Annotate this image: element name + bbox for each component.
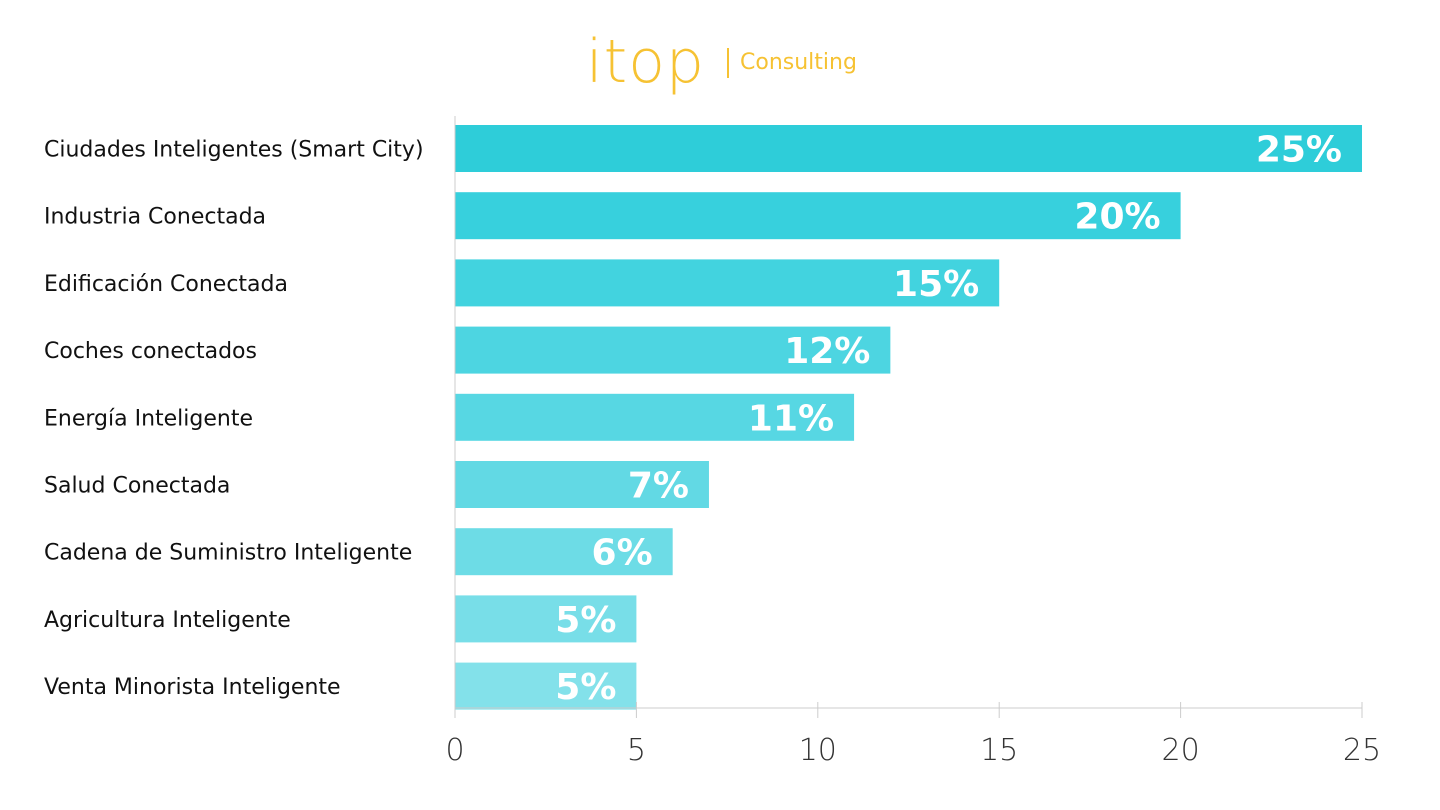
logo-brand-text: itop <box>586 27 705 97</box>
value-label: 11% <box>748 398 834 439</box>
bar <box>455 192 1181 240</box>
category-label: Agricultura Inteligente <box>44 608 291 633</box>
category-labels-group: Ciudades Inteligentes (Smart City) Indust… <box>44 138 424 701</box>
x-tick-label: 25 <box>1343 733 1381 768</box>
bar <box>455 125 1362 172</box>
value-label: 5% <box>555 667 616 708</box>
value-label: 6% <box>592 533 653 574</box>
logo-divider <box>727 48 729 78</box>
x-tick-label: 15 <box>980 733 1018 768</box>
bar <box>455 595 637 643</box>
category-label: Venta Minorista Inteligente <box>44 675 341 700</box>
logo-subtitle: Consulting <box>740 50 857 75</box>
x-tick-label: 10 <box>799 733 837 768</box>
bar <box>455 393 855 441</box>
category-label: Industria Conectada <box>44 205 266 230</box>
category-label: Edificación Conectada <box>44 272 288 297</box>
axes-group: 0 5 10 15 20 25 <box>445 116 1381 768</box>
value-label: 5% <box>555 600 616 641</box>
value-label: 25% <box>1256 130 1342 171</box>
value-label: 12% <box>784 331 870 372</box>
value-labels-group: 25% 20% 15% 12% 11% 7% 6% 5% 5% <box>555 130 1342 709</box>
category-label: Salud Conectada <box>44 474 230 499</box>
category-label: Ciudades Inteligentes (Smart City) <box>44 138 424 163</box>
category-label: Energía Inteligente <box>44 406 253 431</box>
bar <box>455 326 891 374</box>
bar <box>455 528 673 576</box>
itop-consulting-logo: itop Consulting <box>580 27 880 108</box>
bar <box>455 662 637 710</box>
category-label: Cadena de Suministro Inteligente <box>44 541 412 566</box>
x-tick-label: 5 <box>627 733 646 768</box>
value-label: 15% <box>893 264 979 305</box>
bar <box>455 461 709 508</box>
value-label: 20% <box>1074 197 1160 238</box>
value-label: 7% <box>628 466 689 507</box>
bar <box>455 259 1000 307</box>
category-label: Coches conectados <box>44 339 257 364</box>
x-tick-label: 0 <box>445 733 464 768</box>
x-tick-label: 20 <box>1162 733 1200 768</box>
bars-group <box>455 125 1362 710</box>
